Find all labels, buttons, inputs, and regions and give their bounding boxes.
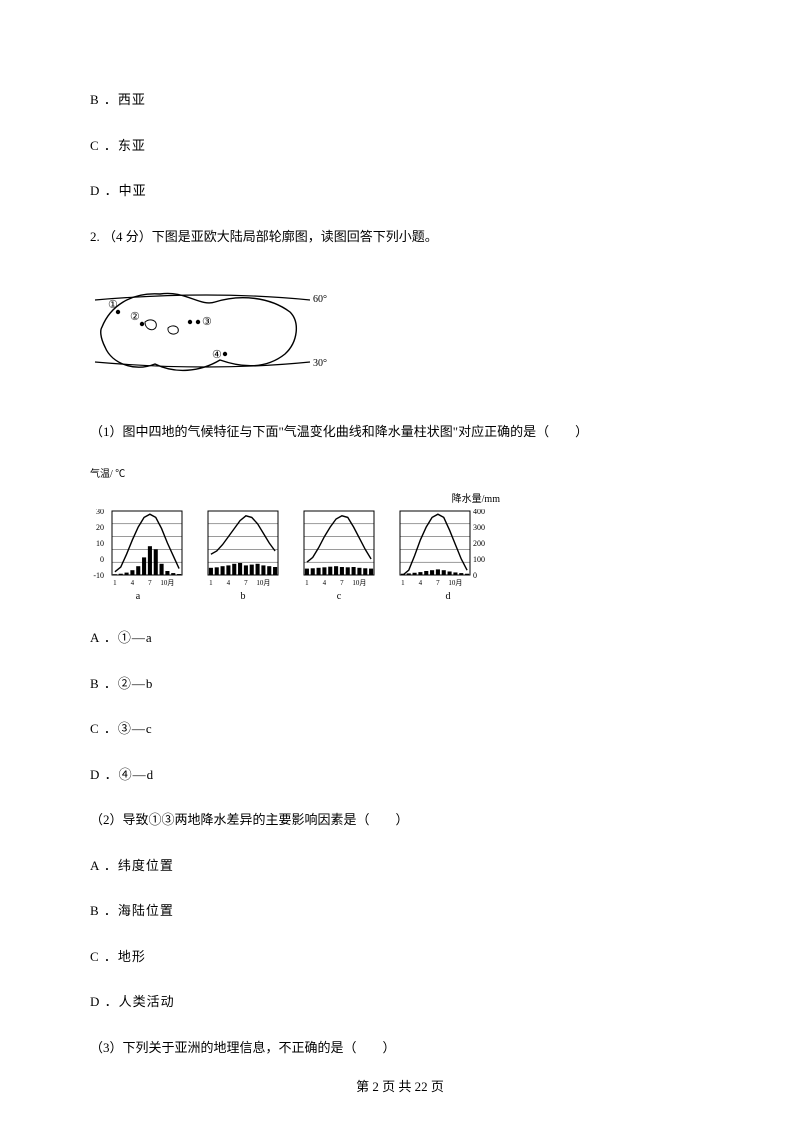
- q2-1-option-d: D ．④—d: [90, 765, 710, 785]
- svg-text:1: 1: [401, 579, 405, 587]
- svg-text:30: 30: [96, 509, 104, 516]
- svg-text:30°: 30°: [313, 358, 327, 369]
- svg-text:7: 7: [436, 579, 440, 587]
- svg-text:60°: 60°: [313, 294, 327, 305]
- svg-text:20: 20: [96, 523, 104, 532]
- page-footer: 第 2 页 共 22 页: [90, 1077, 710, 1097]
- svg-text:③: ③: [202, 316, 212, 328]
- climate-charts: 气温/ ℃ 3020100-1014710月a14710月b14710月c降水量…: [90, 467, 710, 628]
- svg-text:4: 4: [323, 579, 327, 587]
- svg-text:①: ①: [108, 299, 118, 311]
- svg-text:7: 7: [340, 579, 344, 587]
- q2-2-option-a: A ．纬度位置: [90, 856, 710, 876]
- q2-2-option-c: C ．地形: [90, 947, 710, 967]
- eurasia-map: 60° 30° ① ② ③ ④: [90, 272, 710, 398]
- svg-text:300: 300: [473, 523, 485, 532]
- chart-label: b: [241, 589, 246, 604]
- svg-text:1: 1: [113, 579, 117, 587]
- q2-part1: （1）图中四地的气候特征与下面"气温变化曲线和降水量柱状图"对应正确的是（ ）: [90, 422, 710, 442]
- temp-axis-label: 气温/ ℃: [90, 467, 125, 482]
- q2-2-option-b: B ．海陆位置: [90, 901, 710, 921]
- precip-axis-label: 降水量/mm: [452, 492, 500, 507]
- climate-chart-d: 1 4 7 10月 400 300 200 100 0 d: [396, 509, 500, 604]
- svg-text:②: ②: [130, 311, 140, 323]
- q2-1-option-b: B ．②—b: [90, 674, 710, 694]
- svg-text:400: 400: [473, 509, 485, 516]
- svg-text:-10: -10: [93, 571, 104, 580]
- svg-text:10月: 10月: [448, 579, 462, 587]
- svg-text:4: 4: [131, 579, 135, 587]
- svg-text:0: 0: [473, 571, 477, 580]
- option-c: C ．东亚: [90, 136, 710, 156]
- svg-text:4: 4: [227, 579, 231, 587]
- svg-text:10月: 10月: [256, 579, 270, 587]
- q2-1-option-c: C ．③—c: [90, 719, 710, 739]
- chart-label: d: [446, 589, 451, 604]
- climate-chart-c: 1 4 7 10月 c: [300, 509, 378, 604]
- q2-part2: （2）导致①③两地降水差异的主要影响因素是（ ）: [90, 810, 710, 830]
- q2-2-option-d: D ．人类活动: [90, 992, 710, 1012]
- chart-label: a: [136, 589, 140, 604]
- svg-text:④: ④: [212, 349, 222, 361]
- svg-text:100: 100: [473, 555, 485, 564]
- q2-part3: （3）下列关于亚洲的地理信息，不正确的是（ ）: [90, 1038, 710, 1058]
- svg-text:10: 10: [96, 539, 104, 548]
- svg-text:4: 4: [419, 579, 423, 587]
- svg-text:7: 7: [148, 579, 152, 587]
- option-d: D ．中亚: [90, 181, 710, 201]
- svg-text:1: 1: [305, 579, 309, 587]
- q2-1-option-a: A ．①—a: [90, 628, 710, 648]
- q2-intro: 2. （4 分）下图是亚欧大陆局部轮廓图，读图回答下列小题。: [90, 227, 710, 247]
- svg-text:1: 1: [209, 579, 213, 587]
- option-b: B ．西亚: [90, 90, 710, 110]
- svg-text:200: 200: [473, 539, 485, 548]
- climate-chart-b: 1 4 7 10月 b: [204, 509, 282, 604]
- svg-text:10月: 10月: [160, 579, 174, 587]
- svg-text:10月: 10月: [352, 579, 366, 587]
- climate-chart-a: 30 20 10 0 -10 1 4 7 10月 a: [90, 509, 186, 604]
- svg-text:0: 0: [100, 555, 104, 564]
- svg-text:7: 7: [244, 579, 248, 587]
- chart-label: c: [337, 589, 341, 604]
